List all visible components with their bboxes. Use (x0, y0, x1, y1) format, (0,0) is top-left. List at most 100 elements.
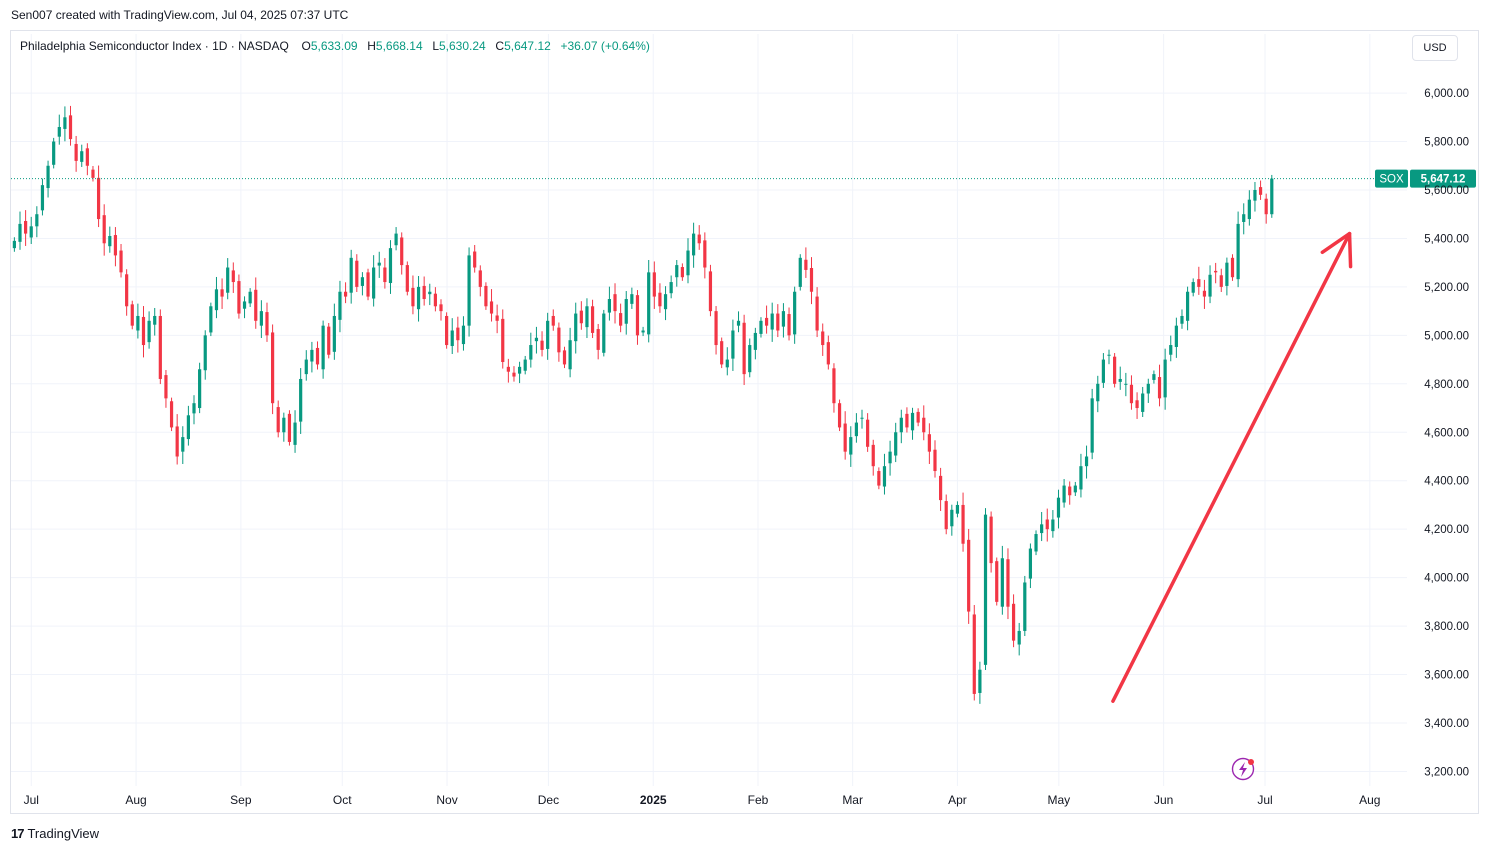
candle (1247, 190, 1251, 226)
candle (1146, 378, 1150, 403)
arrow-shaft (1111, 231, 1352, 703)
candle (495, 304, 499, 334)
candle (439, 299, 443, 321)
candle (181, 426, 185, 465)
candle (24, 210, 28, 246)
candle (332, 303, 336, 360)
candle (961, 492, 965, 552)
currency-button[interactable]: USD (1412, 35, 1458, 61)
close-label: C (495, 39, 505, 53)
candle (68, 105, 73, 146)
candle (46, 160, 50, 198)
candle (596, 323, 600, 360)
candle (276, 400, 280, 438)
candle (254, 277, 258, 329)
candle (725, 347, 729, 376)
x-tick-label: Jul (1257, 793, 1272, 807)
candle (579, 301, 583, 330)
x-tick-label: Sep (230, 793, 252, 807)
candle (1118, 366, 1122, 390)
candle (349, 249, 353, 304)
candle (91, 166, 95, 182)
brand-name: TradingView (27, 826, 100, 841)
candle (1045, 508, 1049, 542)
candle (1230, 254, 1235, 281)
candle (703, 232, 707, 279)
candle (978, 661, 982, 704)
candle (927, 423, 931, 465)
candle (411, 275, 415, 315)
candle (1202, 279, 1207, 309)
candle (1169, 335, 1173, 362)
candle (108, 226, 112, 253)
candle (983, 508, 988, 670)
candle (203, 330, 207, 380)
candle (1264, 193, 1268, 224)
x-tick-label: Oct (333, 793, 352, 807)
candle (489, 289, 494, 322)
candle (1079, 453, 1083, 498)
candle (860, 409, 864, 429)
y-tick-label: 5,400.00 (1424, 233, 1469, 245)
candle (265, 302, 269, 342)
x-tick-label: Mar (842, 793, 863, 807)
candle (1270, 174, 1274, 218)
candle (1197, 266, 1201, 295)
x-axis: Jul Aug Sep Oct Nov Dec 2025 Feb Mar Apr May Jun Jul… (24, 793, 1381, 807)
candle (113, 227, 118, 267)
y-tick-label: 3,800.00 (1424, 621, 1469, 633)
candle (837, 399, 842, 432)
candle (85, 143, 89, 176)
candle (562, 346, 567, 369)
candle (708, 264, 713, 317)
candle (798, 254, 802, 291)
candle (1191, 278, 1195, 297)
y-tick-label: 5,800.00 (1424, 137, 1469, 149)
candle (231, 262, 235, 293)
candle (327, 322, 331, 359)
flash-icon[interactable] (1231, 757, 1255, 781)
candle (1056, 489, 1061, 529)
candle (372, 255, 376, 307)
trend-arrow-annotation (1111, 231, 1353, 703)
candle (270, 324, 275, 415)
candle (1152, 370, 1156, 384)
x-tick-label: 2025 (640, 793, 667, 807)
candle (310, 341, 314, 373)
last-price-line: SOX 5,647.12 (11, 169, 1476, 188)
candle (1208, 265, 1212, 304)
candle (501, 309, 505, 369)
candle (237, 274, 241, 319)
low-label: L (432, 39, 439, 53)
candle (1006, 548, 1010, 620)
candle (967, 528, 971, 624)
y-tick-label: 3,600.00 (1424, 670, 1469, 682)
x-tick-label: Dec (538, 793, 559, 807)
x-tick-label: Aug (1359, 793, 1380, 807)
y-tick-label: 4,200.00 (1424, 524, 1469, 536)
candle (826, 335, 830, 370)
candle (29, 216, 33, 245)
candle (916, 408, 920, 427)
candle (1011, 594, 1016, 648)
candle (1174, 317, 1178, 358)
x-tick-label: Apr (948, 793, 967, 807)
candle (63, 106, 67, 142)
author-line: Sen007 created with TradingView.com, Jul… (11, 8, 349, 22)
candle (1163, 348, 1167, 410)
candle (955, 501, 960, 518)
tradingview-branding[interactable]: 17 TradingView (11, 826, 99, 841)
candle (1214, 262, 1218, 284)
candle (1000, 545, 1004, 615)
candle (366, 268, 370, 301)
candle (287, 410, 292, 446)
candle (1180, 309, 1184, 329)
candle (304, 350, 308, 381)
candle (416, 275, 421, 322)
candle (259, 300, 263, 339)
open-value: 5,633.09 (310, 39, 358, 53)
candle (1253, 181, 1257, 212)
symbol-legend: Philadelphia Semiconductor Index · 1D · … (20, 39, 650, 53)
candle (922, 405, 926, 441)
